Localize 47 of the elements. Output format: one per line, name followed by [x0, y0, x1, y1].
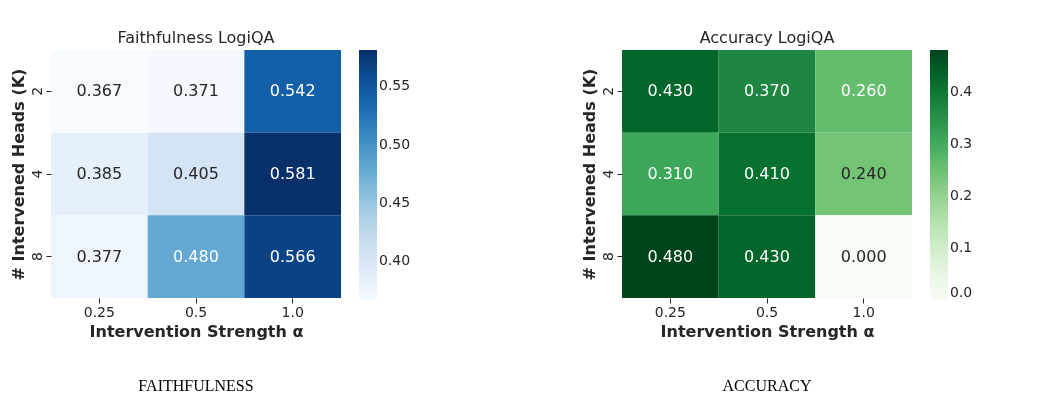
color-bar-label: 0.4 [950, 82, 973, 99]
x-tick-label: 0.25 [83, 303, 115, 320]
data-label: 0.410 [744, 164, 790, 183]
data-label: 0.260 [840, 81, 887, 101]
x-axis-title: Intervention Strength α [660, 321, 875, 341]
chart-title: Accuracy LogiQA [699, 28, 835, 47]
y-tick-label: 2 [599, 86, 616, 96]
data-label: 0.430 [744, 246, 790, 266]
x-tick-label: 0.5 [184, 303, 208, 320]
color-bar-label: 0.50 [379, 135, 411, 152]
data-label: 0.310 [647, 164, 694, 183]
x-tick-label: 0.25 [654, 303, 686, 320]
data-label: 0.480 [647, 246, 694, 266]
color-bar-label: 0.45 [379, 194, 411, 211]
color-bar-label: 0.3 [950, 134, 973, 151]
data-label: 0.581 [269, 164, 316, 183]
x-tick-label: 1.0 [281, 303, 304, 320]
y-tick-label: 4 [28, 169, 45, 179]
data-label: 0.377 [76, 246, 123, 266]
data-label: 0.371 [173, 81, 219, 101]
y-tick-label: 8 [28, 252, 45, 262]
x-tick-label: 0.5 [755, 303, 779, 320]
color-bar-label: 0.40 [379, 252, 411, 269]
color-bar-label: 0.2 [950, 186, 973, 203]
data-label: 0.430 [647, 81, 694, 101]
data-label: 0.000 [840, 246, 887, 266]
y-axis-title: # Intervened Heads (K) [579, 68, 599, 281]
data-label: 0.370 [744, 81, 790, 101]
y-tick-label: 2 [28, 86, 45, 96]
y-axis-title: # Intervened Heads (K) [8, 68, 28, 281]
data-label: 0.542 [269, 81, 316, 101]
color-bar-label: 0.1 [950, 238, 973, 255]
data-label: 0.367 [76, 81, 123, 101]
color-bar-label: 0.0 [950, 284, 973, 300]
x-tick-label: 1.0 [852, 303, 875, 320]
data-label: 0.480 [173, 246, 219, 266]
y-tick-label: 8 [599, 252, 616, 262]
x-axis-title: Intervention Strength α [89, 321, 304, 341]
text: ACCURACY [722, 377, 812, 394]
data-label: 0.405 [173, 164, 219, 183]
chart-title: Faithfulness LogiQA [117, 28, 275, 47]
y-tick-label: 4 [599, 169, 616, 179]
data-label: 0.385 [76, 164, 123, 183]
text: FAITHFULNESS [138, 377, 254, 394]
data-label: 0.240 [840, 164, 887, 183]
data-label: 0.566 [269, 246, 316, 266]
color-bar-label: 0.55 [379, 77, 411, 94]
